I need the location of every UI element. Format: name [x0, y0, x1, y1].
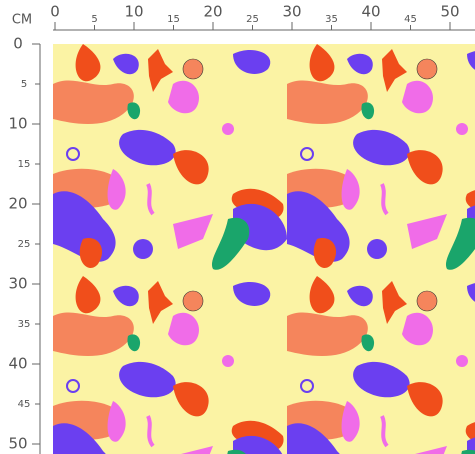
left-ruler-label: 5 [21, 79, 27, 90]
top-ruler-label: 30 [282, 3, 301, 21]
left-ruler-label: 0 [13, 35, 23, 53]
left-ruler-label: 10 [8, 115, 27, 133]
top-ruler-label: 40 [361, 3, 380, 21]
top-ruler-label: 0 [50, 3, 60, 21]
left-ruler-label: 50 [8, 435, 27, 453]
top-ruler-label: 45 [404, 14, 417, 25]
top-ruler-label: 50 [440, 3, 459, 21]
left-ruler-label: 30 [8, 275, 27, 293]
top-ruler-label: 5 [91, 14, 97, 25]
left-ruler-label: 15 [18, 159, 31, 170]
left-ruler-label: 25 [18, 239, 31, 250]
left-ruler-label: 40 [8, 355, 27, 373]
top-ruler-label: 20 [203, 3, 222, 21]
left-ruler-label: 45 [18, 399, 31, 410]
top-ruler-label: 15 [167, 14, 180, 25]
fabric-pattern [53, 44, 475, 454]
top-ruler-label: 35 [325, 14, 338, 25]
left-ruler-label: 35 [18, 319, 31, 330]
top-ruler-label: 10 [124, 3, 143, 21]
left-ruler-label: 20 [8, 195, 27, 213]
unit-label: CM [12, 13, 32, 28]
top-ruler-label: 25 [246, 14, 259, 25]
